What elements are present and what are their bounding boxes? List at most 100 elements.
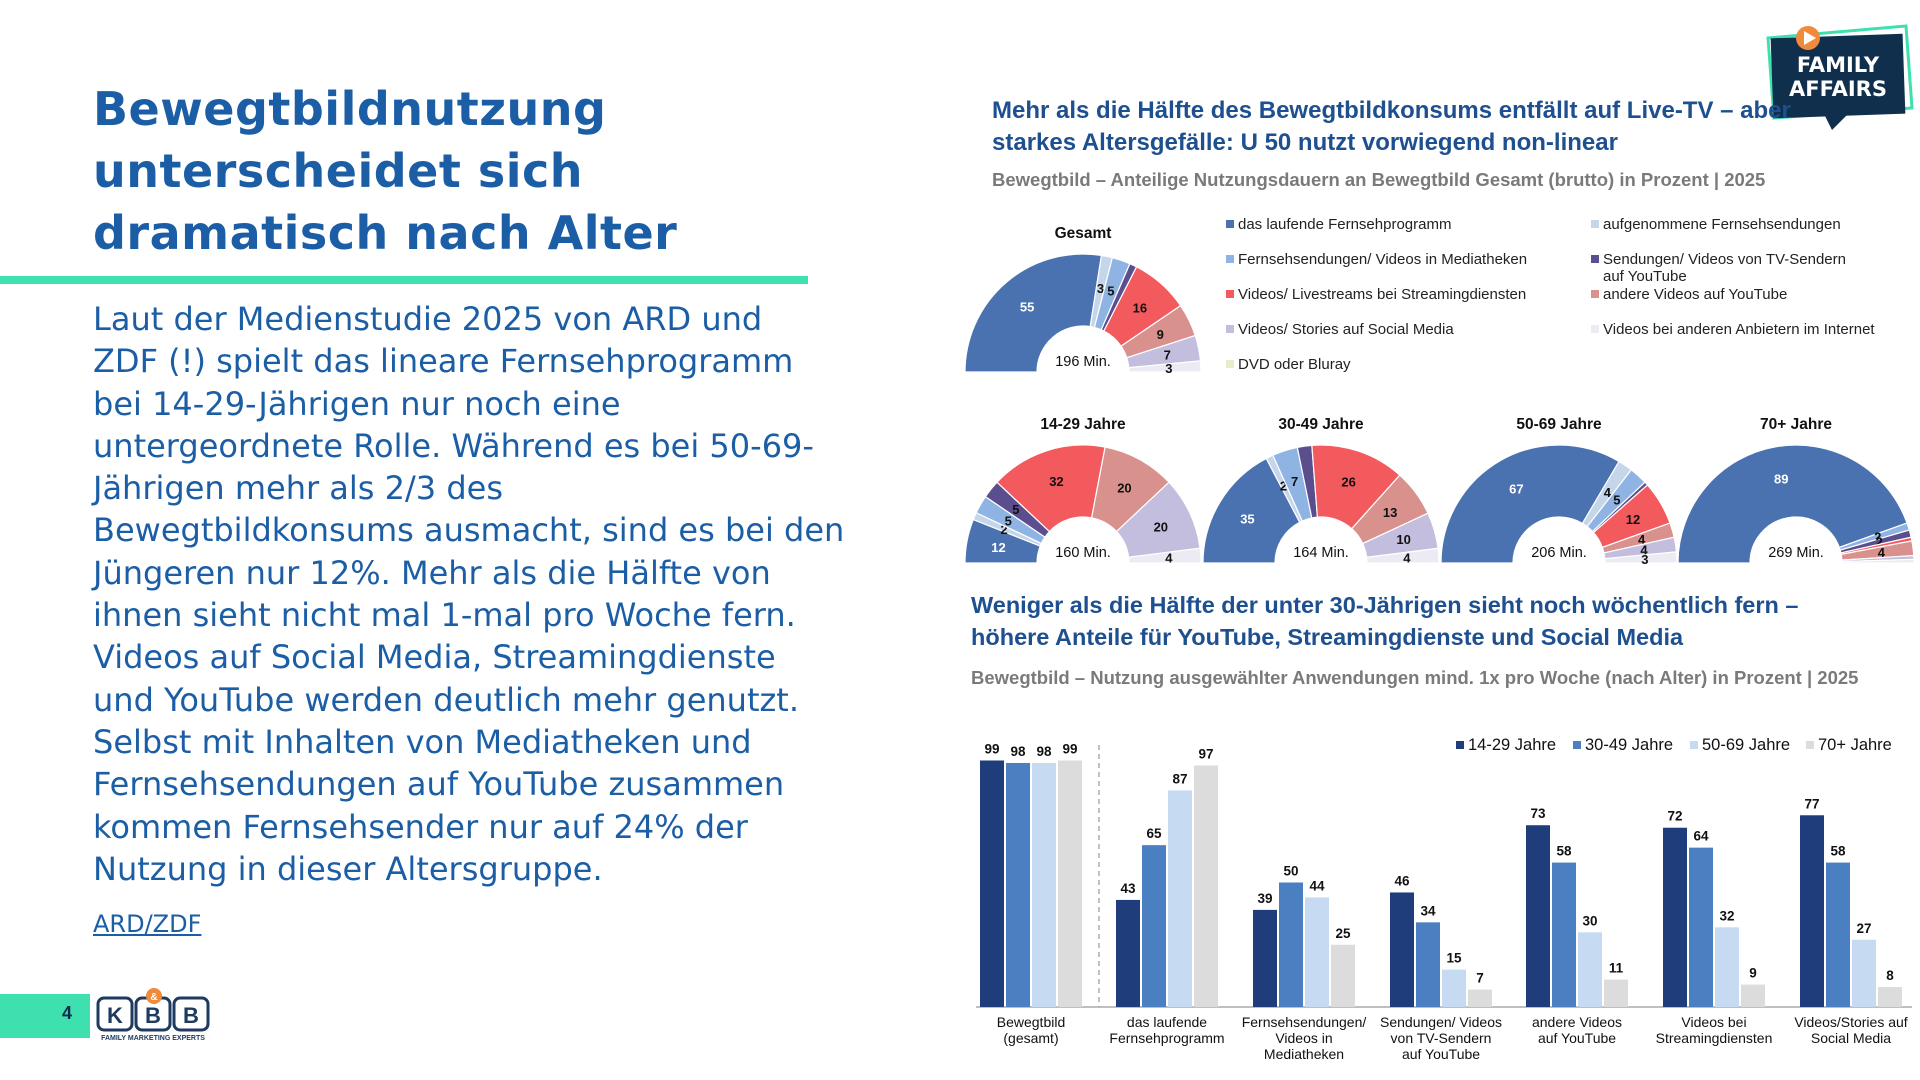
source-link[interactable]: ARD/ZDF [93, 910, 202, 938]
bar-data-label: 73 [1530, 806, 1546, 821]
bar-chart-subtitle: Bewegtbild – Nutzung ausgewählter Anwend… [971, 667, 1858, 688]
bar-legend-entry: 14-29 Jahre [1468, 736, 1556, 754]
donut-data-label: 4 [1604, 485, 1612, 500]
body-line: Videos auf Social Media, Streamingdienst… [93, 638, 776, 677]
bar [1058, 760, 1082, 1007]
legend-swatch [1226, 220, 1234, 228]
legend-entry: Videos/ Livestreams bei Streamingdienste… [1238, 286, 1526, 303]
bar [1390, 892, 1414, 1007]
bar-category-label: Videos bei Streamingdiensten [1656, 1014, 1773, 1046]
bar [1279, 882, 1303, 1007]
bar-category-label: Fernsehsendungen/Videos in Mediatheken [1242, 1014, 1367, 1062]
bar-category-label: Videos/Stories auf Social Media [1794, 1014, 1907, 1046]
bar [1142, 845, 1166, 1007]
logo-text: FAMILY [1797, 53, 1880, 77]
body-line: ZDF (!) spielt das lineare Fernsehprogra… [93, 342, 794, 381]
bar [980, 760, 1004, 1007]
legend-swatch [1591, 290, 1599, 298]
donut-data-label: 4 [1878, 545, 1886, 560]
bar-data-label: 44 [1309, 878, 1325, 893]
bar-data-label: 43 [1120, 881, 1136, 896]
bar-data-label: 7 [1476, 971, 1484, 986]
donut-data-label: 20 [1154, 519, 1168, 534]
donut-data-label: 5 [1107, 284, 1114, 299]
donut-slice [1127, 547, 1202, 564]
slide-title-line: unterscheidet sich [93, 144, 584, 198]
footer-accent-bar [0, 994, 90, 1038]
bar [1604, 979, 1628, 1007]
legend-entry: das laufende Fernsehprogramm [1238, 216, 1451, 233]
bar [1689, 847, 1713, 1007]
bar [1194, 765, 1218, 1007]
body-line: Laut der Medienstudie 2025 von ARD und [93, 300, 763, 338]
kbb-tagline: FAMILY MARKETING EXPERTS [101, 1035, 205, 1042]
donut-slice [1365, 547, 1440, 564]
body-line: untergeordnete Rolle. Während es bei 50-… [93, 426, 814, 465]
page-number: 4 [62, 1003, 73, 1023]
donut-data-label: 3 [1097, 281, 1104, 296]
bar-data-label: 65 [1146, 826, 1162, 841]
donut-data-label: 9 [1157, 327, 1164, 342]
bar-data-label: 34 [1420, 903, 1436, 918]
slide-title: Bewegtbildnutzung unterscheidet sich dra… [93, 78, 793, 264]
slide-title-line: dramatisch nach Alter [93, 206, 678, 260]
body-line: und YouTube werden deutlich mehr genutzt… [93, 680, 799, 719]
bar-data-label: 64 [1693, 829, 1709, 844]
donut-chart-subtitle: Bewegtbild – Anteilige Nutzungsdauern an… [992, 169, 1765, 190]
family-affairs-logo: FAMILY AFFAIRS [1766, 24, 1914, 130]
donut-data-label: 35 [1240, 511, 1254, 526]
bar-data-label: 25 [1335, 926, 1351, 941]
bar [1526, 825, 1550, 1007]
legend-swatch [1226, 255, 1234, 263]
donut-total-label: 160 Min. [1055, 545, 1111, 561]
donut-group-title: 14-29 Jahre [1040, 416, 1126, 433]
donut-data-label: 7 [1291, 474, 1298, 489]
bar-category-label: Bewegtbild (gesamt) [997, 1014, 1066, 1046]
body-paragraph: Laut der Medienstudie 2025 von ARD und Z… [93, 298, 845, 890]
bar-category-label: das laufende Fernsehprogramm [1109, 1014, 1224, 1046]
bar-data-label: 97 [1198, 746, 1213, 761]
bar [1331, 944, 1355, 1007]
legend-entry: Sendungen/ Videos von TV-Sendern auf YouT… [1603, 251, 1846, 285]
donut-data-label: 2 [1000, 522, 1007, 537]
legend-swatch [1591, 220, 1599, 228]
bar-category-label: andere Videos auf YouTube [1532, 1014, 1622, 1046]
bar-legend-entry: 70+ Jahre [1818, 736, 1892, 754]
bar-data-label: 15 [1446, 951, 1462, 966]
donut-data-label: 13 [1383, 505, 1397, 520]
bar [1878, 987, 1902, 1007]
donut-data-label: 2 [1874, 529, 1881, 544]
donut-data-label: 4 [1165, 551, 1173, 566]
donut-total-label: 206 Min. [1531, 545, 1587, 561]
kbb-letter: K [107, 1003, 123, 1028]
donut-data-label: 4 [1638, 532, 1646, 547]
donut-total-label: 164 Min. [1293, 545, 1349, 561]
donut-slice [1604, 551, 1678, 564]
bar-chart-title: Weniger als die Hälfte der unter 30-Jähr… [971, 592, 1798, 618]
body-line: Fernsehsendungen auf YouTube zusammen [93, 765, 785, 804]
body-line: ihnen sieht nicht mal 1-mal pro Woche fe… [93, 596, 796, 635]
donut-data-label: 67 [1509, 481, 1523, 496]
bar [1852, 939, 1876, 1007]
bar-data-label: 77 [1804, 796, 1819, 811]
legend-entry: DVD oder Bluray [1238, 356, 1351, 373]
donut-data-label: 2 [1280, 479, 1287, 494]
donut-total-label: 196 Min. [1055, 354, 1111, 370]
title-divider [0, 276, 808, 284]
bar-data-label: 50 [1283, 864, 1298, 879]
donut-slice [996, 444, 1106, 533]
donut-data-label: 5 [1005, 513, 1012, 528]
bar [1741, 984, 1765, 1007]
bar-data-label: 11 [1609, 961, 1624, 976]
body-line: bei 14-29-Jährigen nur noch eine [93, 384, 621, 423]
bar-legend-entry: 50-69 Jahre [1702, 736, 1790, 754]
bar-data-label: 9 [1749, 966, 1757, 981]
slide-title-line: Bewegtbildnutzung [93, 82, 607, 136]
donut-data-label: 4 [1403, 551, 1411, 566]
legend-swatch [1591, 255, 1599, 263]
bar-data-label: 32 [1719, 908, 1734, 923]
body-line: Bewegtbildkonsums ausmacht, sind es bei … [93, 511, 845, 550]
donut-data-label: 26 [1341, 475, 1355, 490]
donut-slice [964, 253, 1103, 373]
bar-chart: Weniger als die Hälfte der unter 30-Jähr… [971, 592, 1912, 1062]
